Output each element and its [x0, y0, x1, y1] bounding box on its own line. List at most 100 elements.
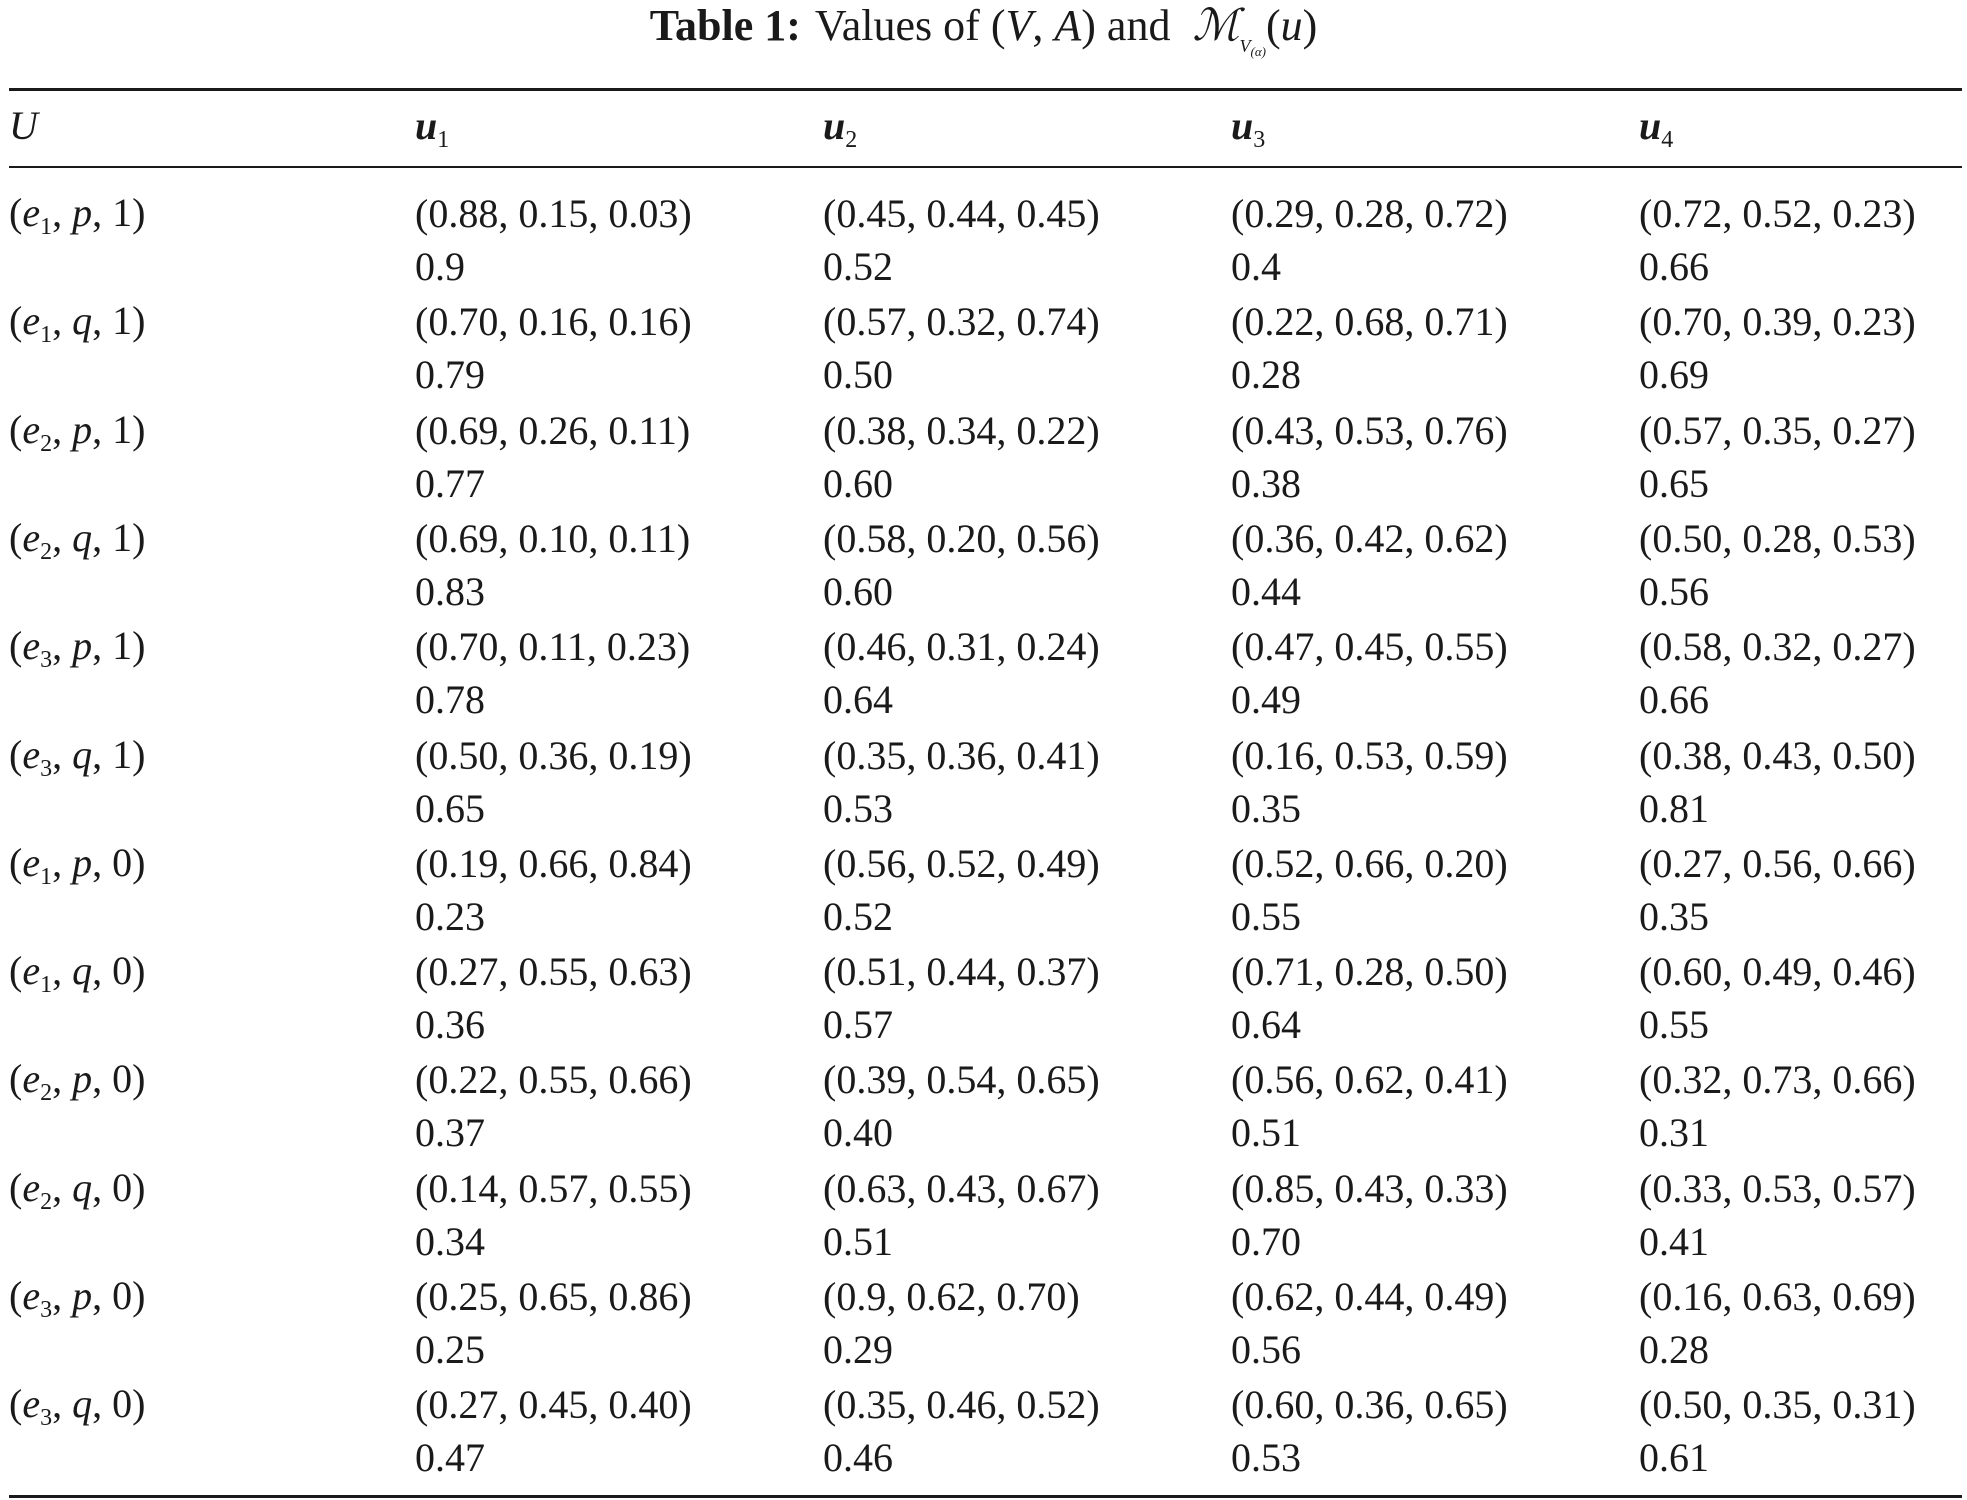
table-cell: (0.70, 0.16, 0.16) 0.79 [415, 295, 692, 401]
cell-membership-value: 0.28 [1231, 352, 1301, 398]
header-column-index: 1 [437, 127, 450, 153]
header-column-index: 2 [845, 127, 858, 153]
cell-membership-value: 0.55 [1639, 1002, 1709, 1048]
table-cell: (0.35, 0.36, 0.41) 0.53 [823, 729, 1100, 835]
row-label-e: e [22, 731, 41, 777]
row-label-bit: 0 [112, 1164, 133, 1210]
table-cell: (0.27, 0.56, 0.66) 0.35 [1639, 837, 1916, 943]
row-label-e: e [22, 839, 41, 885]
row-label-bit: 0 [112, 1381, 133, 1427]
table-top-rule [9, 88, 1962, 91]
table-row: (e1, p, 0) (0.19, 0.66, 0.84) 0.23 (0.56, 0… [0, 837, 1967, 945]
cell-triple: (0.63, 0.43, 0.67) [823, 1165, 1100, 1211]
cell-membership-value: 0.51 [823, 1218, 893, 1264]
table-cell: (0.45, 0.44, 0.45) 0.52 [823, 187, 1100, 293]
cell-triple: (0.35, 0.46, 0.52) [823, 1382, 1100, 1428]
table-cell: (0.52, 0.66, 0.20) 0.55 [1231, 837, 1508, 943]
table-cell: (0.32, 0.73, 0.66) 0.31 [1639, 1053, 1916, 1159]
table-row: (e3, q, 1) (0.50, 0.36, 0.19) 0.65 (0.35, 0… [0, 729, 1967, 837]
row-label-parameter: p [72, 1056, 93, 1102]
cell-membership-value: 0.29 [823, 1327, 893, 1372]
row-label-bit: 1 [112, 298, 133, 344]
header-column-index: 4 [1661, 127, 1674, 153]
row-label-parameter: p [72, 623, 93, 669]
table-cell: (0.19, 0.66, 0.84) 0.23 [415, 837, 692, 943]
row-label-parameter: p [72, 190, 93, 235]
row-label-e-index: 1 [40, 214, 53, 240]
cell-triple: (0.29, 0.28, 0.72) [1231, 191, 1508, 236]
table-cell: (0.50, 0.35, 0.31) 0.61 [1639, 1378, 1916, 1484]
cell-triple: (0.19, 0.66, 0.84) [415, 840, 692, 886]
cell-triple: (0.39, 0.54, 0.65) [823, 1057, 1100, 1103]
table-cell: (0.70, 0.11, 0.23) 0.78 [415, 620, 690, 726]
cell-membership-value: 0.23 [415, 893, 485, 939]
cell-triple: (0.27, 0.55, 0.63) [415, 949, 692, 995]
row-label-parameter: q [72, 298, 93, 344]
header-column-index: 3 [1253, 127, 1266, 153]
cell-membership-value: 0.83 [415, 568, 485, 614]
cell-membership-value: 0.52 [823, 893, 893, 939]
row-label-parameter: q [72, 1381, 93, 1427]
cell-triple: (0.38, 0.34, 0.22) [823, 407, 1100, 453]
table-cell: (0.16, 0.63, 0.69) 0.28 [1639, 1270, 1916, 1376]
cell-membership-value: 0.36 [415, 1002, 485, 1048]
row-label-e: e [22, 623, 41, 669]
cell-triple: (0.58, 0.32, 0.27) [1639, 624, 1916, 670]
table-cell: (0.39, 0.54, 0.65) 0.40 [823, 1053, 1100, 1159]
row-label-parameter: q [72, 948, 93, 994]
row-label: (e1, p, 1) [9, 190, 146, 240]
caption-text: Values of (V, A) and ℳV(α)(u) [815, 1, 1318, 60]
caption-sub-v: V [1239, 36, 1251, 56]
header-column-base: u [823, 103, 846, 148]
cell-triple: (0.56, 0.62, 0.41) [1231, 1057, 1508, 1103]
cell-triple: (0.32, 0.73, 0.66) [1639, 1057, 1916, 1103]
row-label-bit: 1 [112, 731, 133, 777]
cell-triple: (0.25, 0.65, 0.86) [415, 1274, 692, 1319]
row-label-e-index: 3 [40, 755, 53, 782]
caption-arg-close: ) [1302, 1, 1318, 50]
cell-triple: (0.72, 0.52, 0.23) [1639, 191, 1916, 236]
row-label-e: e [22, 1381, 41, 1427]
table-cell: (0.71, 0.28, 0.50) 0.64 [1231, 945, 1508, 1051]
cell-triple: (0.50, 0.36, 0.19) [415, 732, 692, 778]
table-cell: (0.56, 0.62, 0.41) 0.51 [1231, 1053, 1508, 1159]
cell-triple: (0.70, 0.11, 0.23) [415, 624, 691, 670]
table-cell: (0.35, 0.46, 0.52) 0.46 [823, 1378, 1100, 1484]
table-cell: (0.50, 0.36, 0.19) 0.65 [415, 729, 692, 835]
cell-triple: (0.51, 0.44, 0.37) [823, 949, 1100, 995]
table-cell: (0.50, 0.28, 0.53) 0.56 [1639, 512, 1916, 618]
row-label-e: e [22, 406, 41, 452]
cell-triple: (0.22, 0.55, 0.66) [415, 1057, 692, 1103]
cell-triple: (0.60, 0.36, 0.65) [1231, 1382, 1508, 1428]
row-label-parameter: p [72, 406, 93, 452]
table-row: (e2, q, 1) (0.69, 0.10, 0.11) 0.83 (0.58, 0… [0, 512, 1967, 620]
header-row-label: U [9, 103, 38, 148]
row-label-e: e [22, 298, 41, 344]
row-label: (e3, q, 1) [9, 731, 146, 782]
table-cell: (0.63, 0.43, 0.67) 0.51 [823, 1162, 1100, 1268]
cell-triple: (0.50, 0.35, 0.31) [1639, 1382, 1916, 1428]
cell-triple: (0.62, 0.44, 0.49) [1231, 1274, 1508, 1319]
cell-triple: (0.43, 0.53, 0.76) [1231, 407, 1508, 453]
cell-triple: (0.71, 0.28, 0.50) [1231, 949, 1508, 995]
table-cell: (0.57, 0.32, 0.74) 0.50 [823, 295, 1100, 401]
cell-triple: (0.70, 0.16, 0.16) [415, 299, 692, 345]
cell-triple: (0.88, 0.15, 0.03) [415, 191, 692, 236]
cell-triple: (0.46, 0.31, 0.24) [823, 624, 1100, 670]
table-cell: (0.56, 0.52, 0.49) 0.52 [823, 837, 1100, 943]
cell-membership-value: 0.38 [1231, 460, 1301, 506]
cell-membership-value: 0.53 [823, 785, 893, 831]
table-cell: (0.29, 0.28, 0.72) 0.4 [1231, 187, 1508, 293]
cell-triple: (0.57, 0.35, 0.27) [1639, 407, 1916, 453]
row-label-e: e [22, 1056, 41, 1102]
cell-membership-value: 0.35 [1639, 893, 1709, 939]
cell-membership-value: 0.25 [415, 1327, 485, 1372]
cell-membership-value: 0.60 [823, 568, 893, 614]
cell-membership-value: 0.65 [415, 785, 485, 831]
cell-triple: (0.22, 0.68, 0.71) [1231, 299, 1508, 345]
table-row: (e3, p, 0) (0.25, 0.65, 0.86) 0.25 (0.9, 0.… [0, 1270, 1967, 1378]
row-label-bit: 1 [112, 190, 133, 235]
table-cell: (0.38, 0.34, 0.22) 0.60 [823, 404, 1100, 510]
cell-membership-value: 0.61 [1639, 1435, 1709, 1481]
table-row: (e1, q, 1) (0.70, 0.16, 0.16) 0.79 (0.57, 0… [0, 295, 1967, 403]
